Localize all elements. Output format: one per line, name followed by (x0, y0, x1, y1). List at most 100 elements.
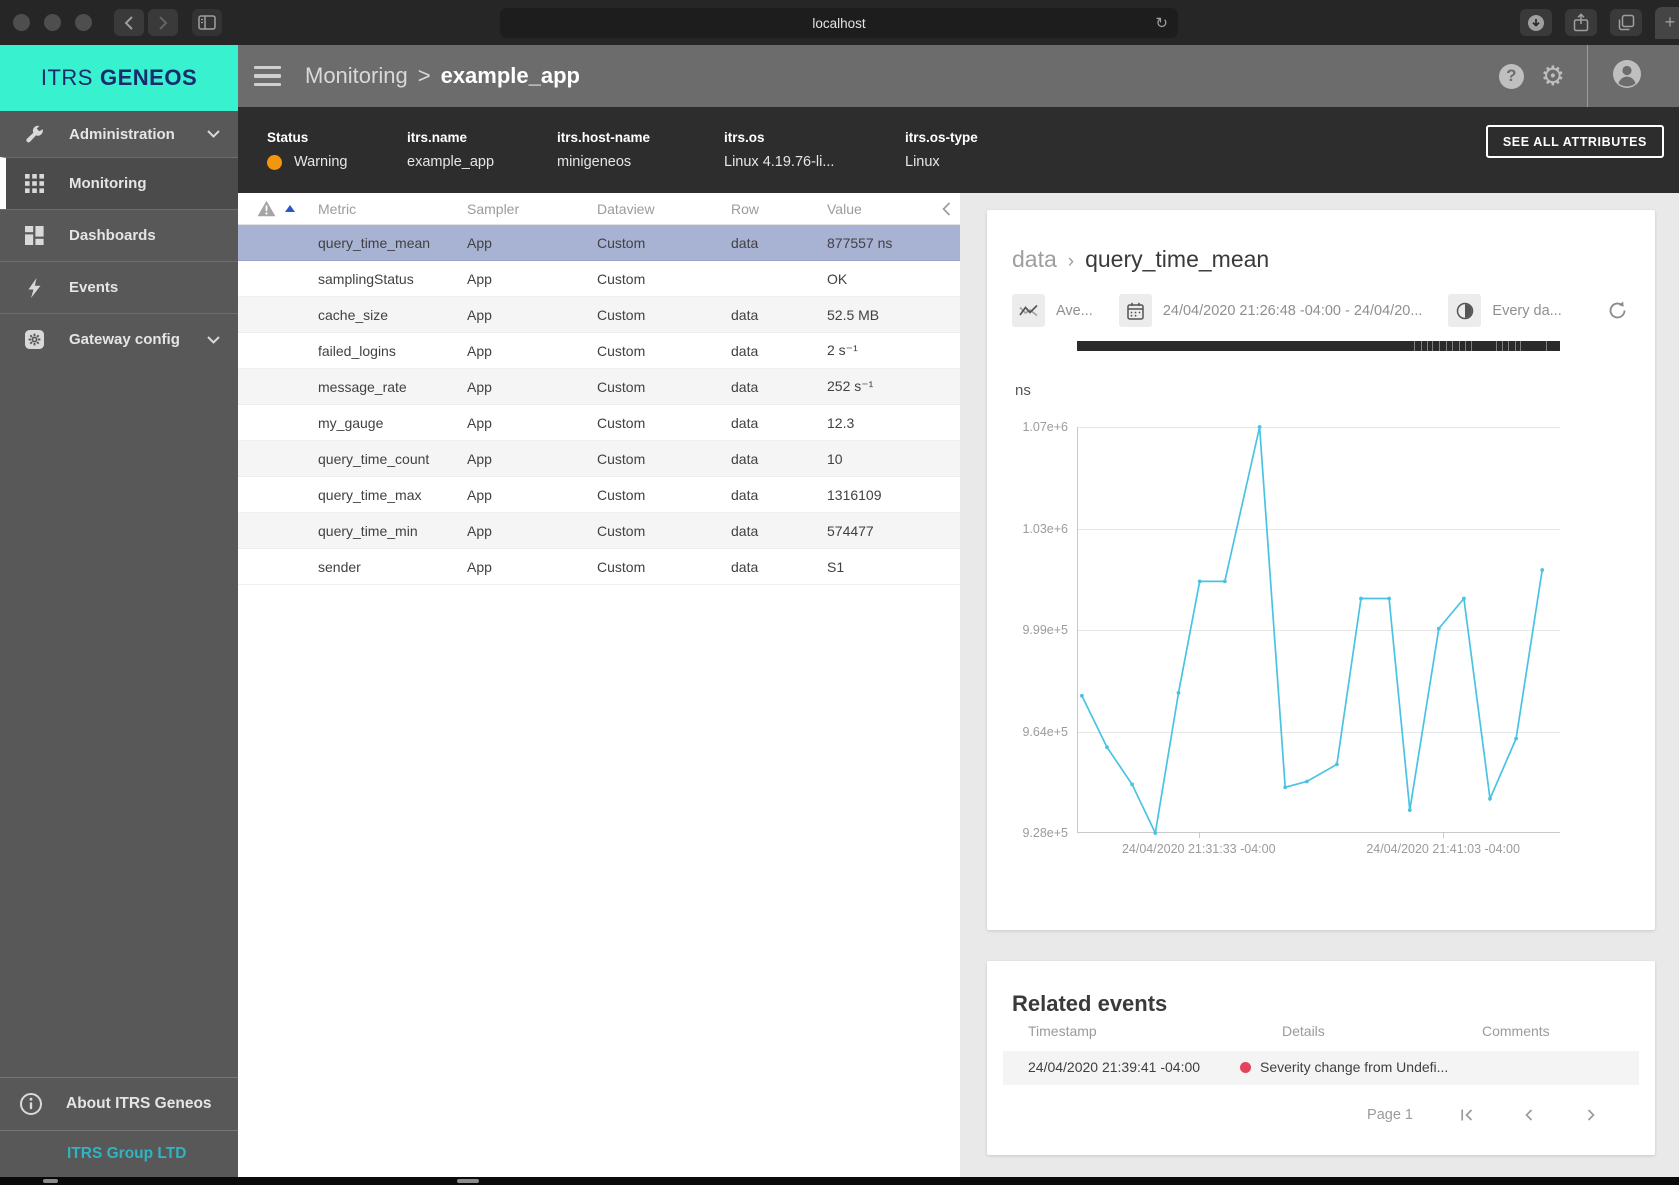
user-avatar[interactable] (1612, 59, 1642, 94)
interval-button[interactable] (1448, 294, 1482, 327)
data-point[interactable] (1436, 626, 1441, 631)
column-header-metric[interactable]: Metric (318, 200, 357, 217)
gear-square-icon (24, 330, 44, 350)
browser-sidebar-toggle-button[interactable] (192, 9, 222, 36)
sidebar-item-events[interactable]: Events (0, 261, 238, 313)
line-chart[interactable]: 1.07e+6 1.03e+6 9.99e+5 9.64e+5 9.28e+5 24/04… (1022, 420, 1560, 856)
data-point[interactable] (1257, 425, 1262, 429)
window-zoom-button[interactable] (75, 14, 92, 31)
browser-back-button[interactable] (114, 9, 144, 36)
breadcrumb-section[interactable]: Monitoring (305, 63, 408, 88)
data-point[interactable] (1305, 779, 1309, 784)
attribute-value: Linux 4.19.76-li... (724, 154, 835, 170)
table-row-query_time_max[interactable]: query_time_max App Custom data 1316109 (238, 477, 960, 513)
attributes-bar: Status Warning itrs.name example_app itrs.… (238, 107, 1679, 193)
scrollbar-thumb[interactable] (457, 1179, 479, 1183)
next-page-button[interactable] (1583, 1107, 1599, 1123)
sidebar-item-about[interactable]: About ITRS Geneos (0, 1077, 238, 1130)
help-button[interactable]: ? (1498, 63, 1524, 89)
browser-downloads-button[interactable] (1520, 9, 1552, 36)
sidebar-item-dashboards[interactable]: Dashboards (0, 209, 238, 261)
data-point[interactable] (1222, 579, 1227, 584)
chart-breadcrumb-parent[interactable]: data (1012, 246, 1057, 272)
attribute-label: itrs.name (407, 130, 468, 145)
data-point[interactable] (1387, 596, 1391, 601)
data-point[interactable] (1105, 745, 1109, 750)
data-point[interactable] (1359, 596, 1363, 601)
sort-ascending-icon[interactable] (285, 205, 295, 212)
attribute-itrs-os-type: itrs.os-type Linux (905, 130, 1065, 170)
attribute-itrs-name: itrs.name example_app (407, 130, 557, 170)
table-row-failed_logins[interactable]: failed_logins App Custom data 2 s⁻¹ (238, 333, 960, 369)
reload-icon[interactable]: ↻ (1155, 14, 1168, 32)
data-point[interactable] (1514, 736, 1518, 741)
data-point[interactable] (1153, 831, 1158, 835)
column-header-dataview[interactable]: Dataview (597, 200, 655, 217)
scrollbar-thumb[interactable] (43, 1179, 58, 1183)
app-logo: ITRS GENEOS (0, 45, 238, 111)
line-chart-icon (1019, 304, 1038, 317)
sidebar-item-administration[interactable]: Administration (0, 111, 238, 157)
see-all-attributes-button[interactable]: SEE ALL ATTRIBUTES (1485, 125, 1664, 158)
browser-share-button[interactable] (1565, 9, 1597, 36)
previous-page-button[interactable] (1521, 1107, 1537, 1123)
cell-metric: failed_logins (318, 342, 396, 359)
column-header-timestamp[interactable]: Timestamp (1028, 1023, 1097, 1039)
table-row-message_rate[interactable]: message_rate App Custom data 252 s⁻¹ (238, 369, 960, 405)
sidebar-item-monitoring[interactable]: Monitoring (0, 157, 238, 209)
aggregation-value[interactable]: Ave... (1056, 302, 1093, 319)
table-row-samplingStatus[interactable]: samplingStatus App Custom OK (238, 261, 960, 297)
window-minimize-button[interactable] (44, 14, 61, 31)
scrubber-tick (1458, 341, 1460, 351)
browser-tabs-button[interactable] (1610, 9, 1642, 36)
chevron-left-icon (1525, 1109, 1533, 1121)
interval-value[interactable]: Every da... (1492, 302, 1562, 319)
scrubber-tick (1496, 341, 1498, 351)
data-point[interactable] (1462, 596, 1466, 601)
menu-icon[interactable] (254, 65, 281, 87)
date-range-button[interactable] (1118, 294, 1152, 327)
timeline-scrubber[interactable] (1077, 341, 1560, 351)
cell-metric: message_rate (318, 378, 407, 395)
sidebar-item-gateway-config[interactable]: Gateway config (0, 313, 238, 365)
cell-dataview: Custom (597, 306, 646, 323)
column-header-sampler[interactable]: Sampler (467, 200, 520, 217)
table-row-my_gauge[interactable]: my_gauge App Custom data 12.3 (238, 405, 960, 441)
data-point[interactable] (1130, 782, 1134, 787)
company-link[interactable]: ITRS Group LTD (0, 1130, 238, 1177)
related-events-title: Related events (1012, 991, 1168, 1016)
address-bar[interactable]: localhost ↻ (500, 8, 1178, 38)
browser-forward-button[interactable] (148, 9, 178, 36)
data-point[interactable] (1080, 693, 1084, 698)
column-header-value[interactable]: Value (827, 200, 862, 217)
scrubber-tick (1432, 341, 1434, 351)
sidebar-about-label: About ITRS Geneos (66, 1095, 212, 1112)
sidebar-toggle-icon (198, 15, 216, 30)
data-point[interactable] (1540, 568, 1545, 572)
data-point[interactable] (1407, 808, 1412, 812)
data-point[interactable] (1488, 796, 1492, 801)
table-row-query_time_min[interactable]: query_time_min App Custom data 574477 (238, 513, 960, 549)
collapse-panel-icon[interactable] (932, 201, 960, 216)
table-row-cache_size[interactable]: cache_size App Custom data 52.5 MB (238, 297, 960, 333)
data-point[interactable] (1335, 762, 1339, 767)
aggregation-button[interactable] (1012, 294, 1045, 327)
date-range-value[interactable]: 24/04/2020 21:26:48 -04:00 - 24/04/20... (1162, 302, 1423, 319)
data-point[interactable] (1197, 579, 1202, 584)
data-point[interactable] (1283, 785, 1288, 790)
event-row[interactable]: 24/04/2020 21:39:41 -04:00 Severity chan… (1003, 1051, 1639, 1085)
table-row-query_time_count[interactable]: query_time_count App Custom data 10 (238, 441, 960, 477)
column-header-comments[interactable]: Comments (1482, 1023, 1550, 1039)
window-close-button[interactable] (13, 14, 30, 31)
data-point[interactable] (1176, 691, 1181, 695)
browser-new-tab-button[interactable]: + (1655, 6, 1679, 39)
column-header-details[interactable]: Details (1282, 1023, 1325, 1039)
horizontal-scrollbar[interactable] (0, 1177, 1679, 1185)
scrubber-tick (1470, 341, 1472, 351)
table-row-sender[interactable]: sender App Custom data S1 (238, 549, 960, 585)
column-header-row[interactable]: Row (731, 200, 760, 217)
settings-gear-icon[interactable]: ⚙ (1540, 60, 1565, 92)
table-row-query_time_mean[interactable]: query_time_mean App Custom data 877557 ns (238, 225, 960, 261)
refresh-button[interactable] (1607, 300, 1628, 321)
first-page-button[interactable] (1459, 1107, 1475, 1123)
